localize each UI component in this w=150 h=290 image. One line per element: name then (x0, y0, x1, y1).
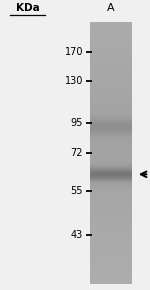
Text: 170: 170 (65, 47, 83, 57)
Text: 95: 95 (71, 118, 83, 128)
Text: 72: 72 (71, 148, 83, 158)
Text: 55: 55 (71, 186, 83, 196)
Text: 43: 43 (71, 230, 83, 240)
Text: A: A (107, 3, 114, 13)
Text: KDa: KDa (16, 3, 39, 13)
Text: 130: 130 (65, 76, 83, 86)
